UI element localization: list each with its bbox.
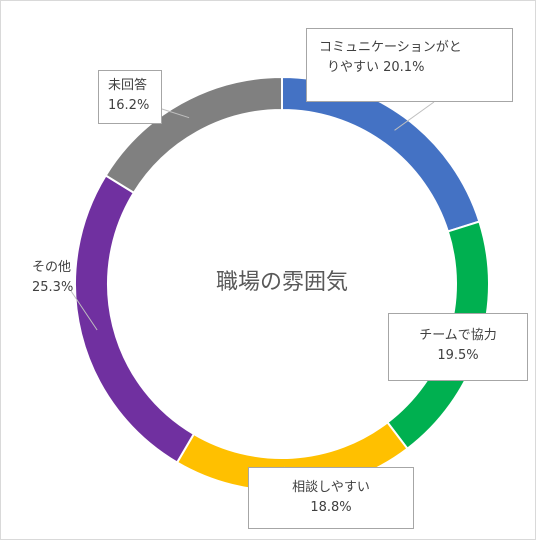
data-label-line: 19.5% — [437, 348, 479, 363]
data-label-other: その他 25.3% — [23, 252, 93, 306]
donut-slice-no-answer — [104, 75, 283, 195]
leader-line-no-answer — [161, 108, 190, 119]
data-label-line: りやすい 20.1% — [327, 60, 425, 75]
donut-slice-other — [74, 174, 196, 464]
data-label-team: チームで協力 19.5% — [388, 313, 528, 381]
data-label-consult: 相談しやすい 18.8% — [248, 467, 414, 529]
data-label-line: コミュニケーションがと — [319, 40, 462, 55]
data-label-line: 未回答 — [108, 78, 148, 93]
data-label-communication: コミュニケーションがと りやすい 20.1% — [306, 28, 513, 102]
chart-title: 職場の雰囲気 — [216, 270, 348, 295]
data-label-line: チームで協力 — [419, 328, 497, 343]
data-label-no-answer: 未回答 16.2% — [98, 70, 162, 124]
data-label-line: 25.3% — [32, 280, 74, 295]
data-label-line: 16.2% — [108, 98, 150, 113]
leader-line-communication — [394, 101, 435, 131]
data-label-line: その他 — [32, 260, 72, 275]
leader-line-other — [70, 290, 98, 331]
data-label-line: 相談しやすい — [292, 480, 370, 495]
data-label-line: 18.8% — [310, 500, 352, 515]
